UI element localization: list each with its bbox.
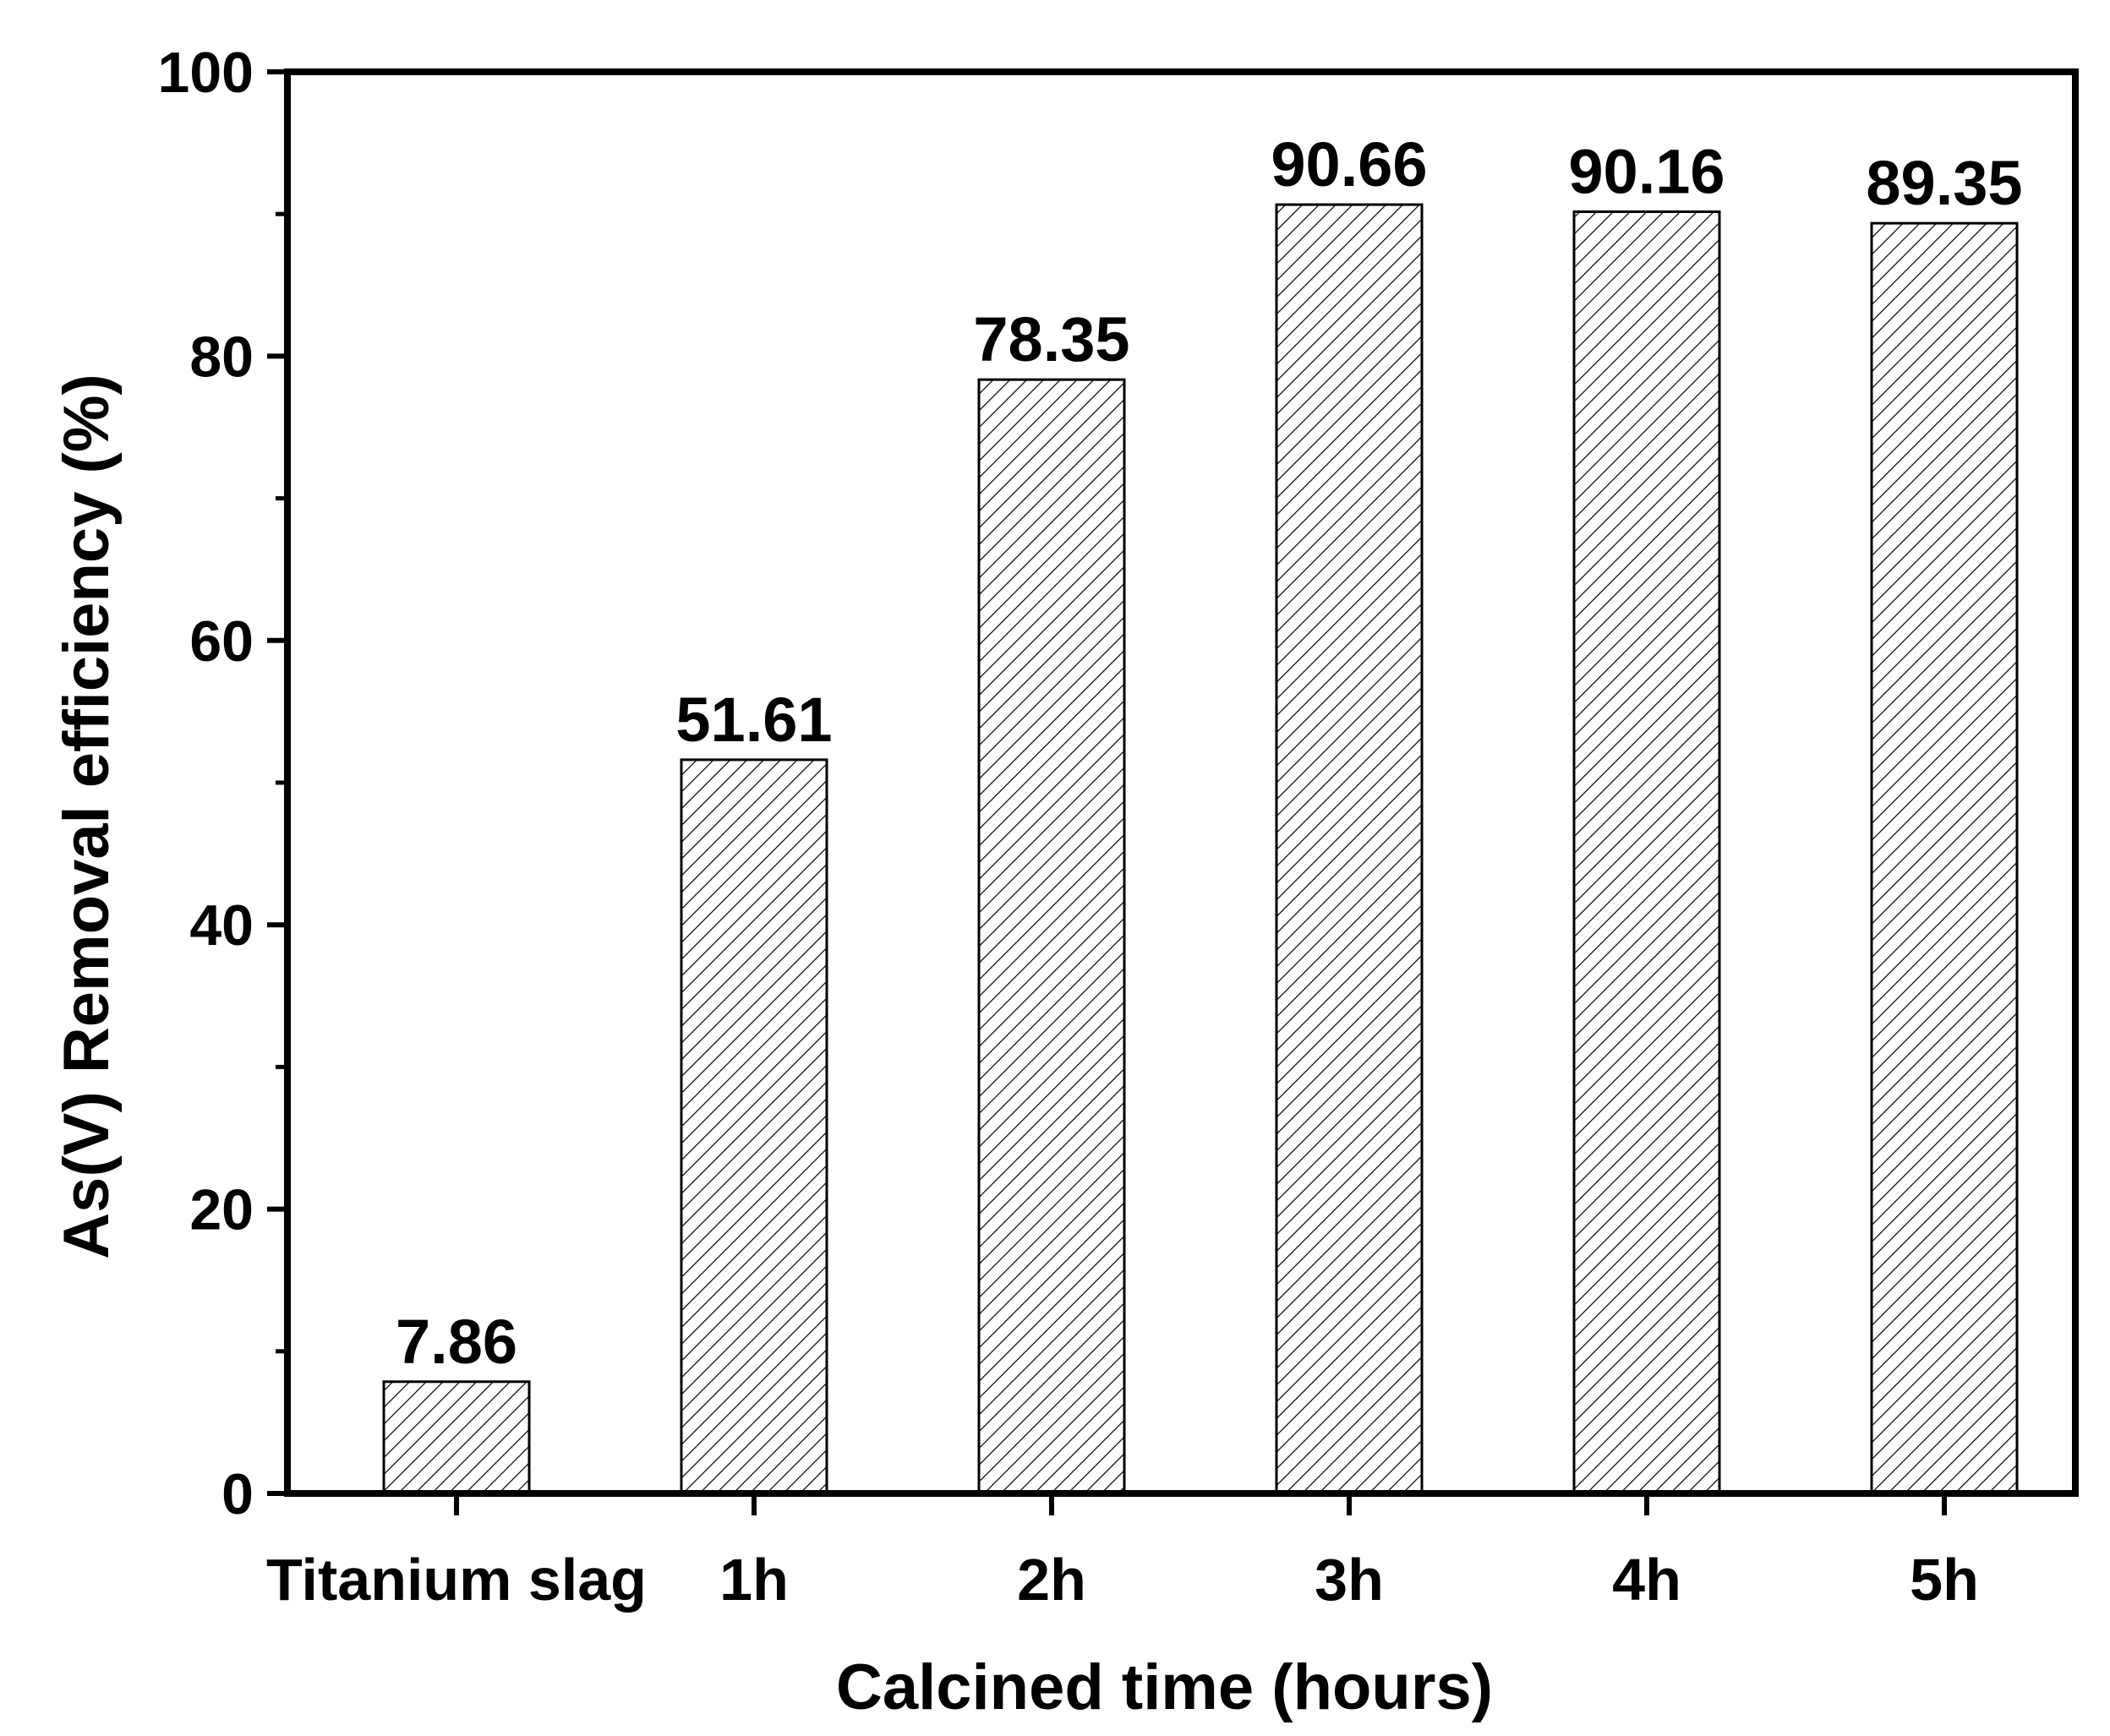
x-tick-label-4: 4h <box>1612 1547 1681 1613</box>
bar-2 <box>977 378 1126 1495</box>
y-tick-label-2: 40 <box>189 893 254 958</box>
y-tick-label-1: 20 <box>189 1178 254 1242</box>
x-tick-label-3: 3h <box>1315 1547 1384 1613</box>
x-tick-label-5: 5h <box>1910 1547 1979 1613</box>
bars-layer <box>382 203 2019 1495</box>
x-axis-title: Calcined time (hours) <box>836 1651 1493 1723</box>
x-tick-label-0: Titanium slag <box>266 1547 647 1613</box>
value-label-0: 7.86 <box>396 1307 517 1377</box>
bar-3 <box>1275 203 1424 1495</box>
x-tick-label-2: 2h <box>1017 1547 1086 1613</box>
y-tick-label-4: 80 <box>189 325 254 389</box>
bar-4 <box>1572 210 1721 1495</box>
y-tick-label-5: 100 <box>158 41 254 105</box>
y-axis-title: As(V) Removal efficiency (%) <box>51 374 123 1258</box>
x-tick-label-1: 1h <box>719 1547 789 1613</box>
bar-0 <box>382 1380 531 1495</box>
value-label-1: 51.61 <box>675 685 832 755</box>
value-label-5: 89.35 <box>1866 148 2022 218</box>
labels-layer: 7.86 Titanium slag 51.61 1h 78.35 2h 90.66 3h 90… <box>158 41 2023 1613</box>
y-tick-label-0: 0 <box>221 1462 254 1526</box>
value-label-4: 90.16 <box>1568 137 1725 207</box>
plot-frame <box>284 68 2079 1497</box>
value-label-3: 90.66 <box>1271 129 1427 199</box>
value-label-2: 78.35 <box>973 304 1129 374</box>
y-tick-label-3: 60 <box>189 609 254 674</box>
bar-1 <box>680 758 828 1495</box>
bar-5 <box>1870 221 2019 1495</box>
